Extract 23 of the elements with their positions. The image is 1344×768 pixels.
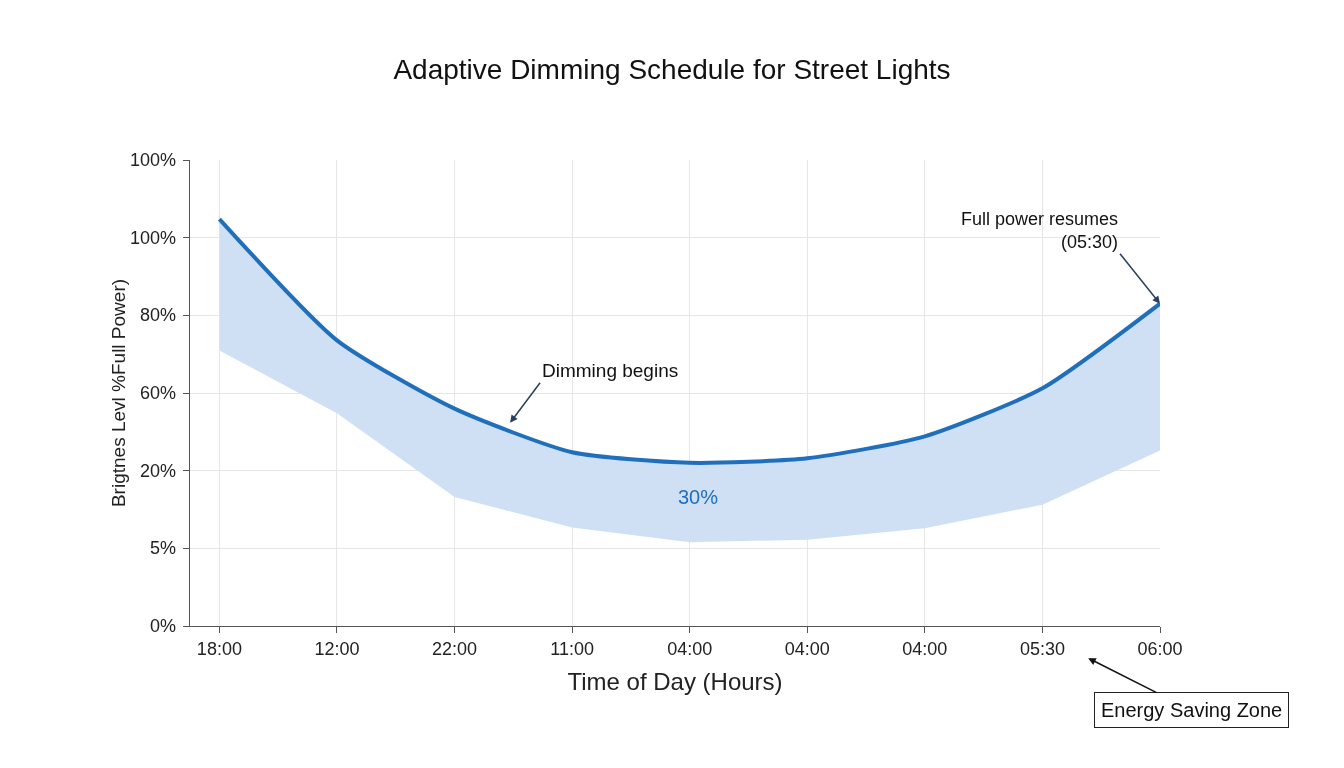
x-tick-label: 06:00: [1137, 638, 1183, 659]
x-tick-label: 18:00: [196, 638, 242, 659]
text: 5%: [150, 538, 177, 558]
text: 100%: [130, 150, 177, 170]
x-tick-label: 04:00: [667, 638, 713, 659]
chart-title: Adaptive Dimming Schedule for Street Lights: [393, 53, 951, 85]
x-axis-title: Time of Day (Hours): [567, 667, 783, 695]
text: Energy Saving Zone: [1101, 699, 1283, 721]
text: 20%: [140, 461, 177, 481]
annotation: 30%: [678, 486, 719, 508]
text: 80%: [140, 305, 177, 325]
y-axis-title: Brigtnes Levl %Full Power): [107, 278, 129, 508]
annotation: Dimming begins: [542, 360, 679, 381]
annotation: Full power resumes (05:30): [961, 209, 1119, 253]
x-tick-label: 04:00: [902, 638, 948, 659]
x-tick-label: 22:00: [432, 638, 478, 659]
x-tick-label: 12:00: [314, 638, 360, 659]
x-tick-label: 04:00: [784, 638, 830, 659]
text: 100%: [130, 228, 177, 248]
x-tick-label: 05:30: [1019, 638, 1065, 659]
text: 60%: [140, 383, 177, 403]
text: 0%: [150, 616, 177, 636]
x-tick-label: 11:00: [550, 638, 594, 659]
